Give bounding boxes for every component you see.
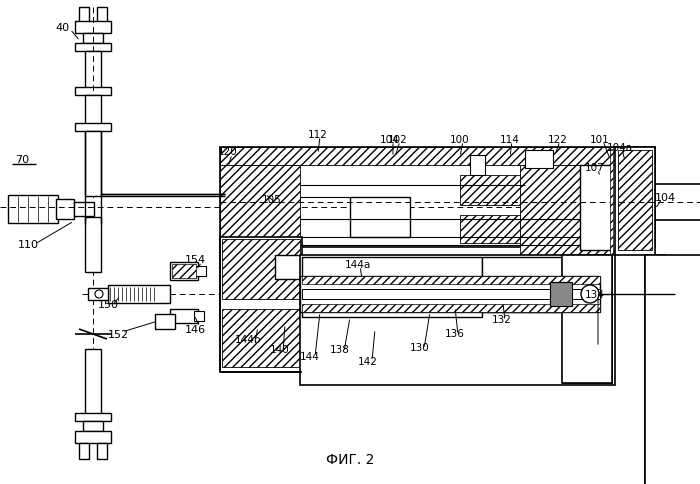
- Text: 104: 104: [380, 135, 400, 145]
- Bar: [580, 166, 620, 251]
- Bar: [645, 256, 700, 484]
- Text: 112: 112: [308, 130, 328, 140]
- Text: 130: 130: [410, 342, 430, 352]
- Text: 152: 152: [107, 329, 129, 339]
- Text: 104a: 104a: [607, 143, 633, 152]
- Bar: [172, 264, 196, 278]
- Text: ФИГ. 2: ФИГ. 2: [326, 452, 374, 466]
- Bar: [75, 413, 111, 421]
- Bar: [645, 256, 665, 484]
- Text: 144: 144: [300, 351, 320, 361]
- Bar: [300, 256, 615, 385]
- Bar: [83, 421, 103, 431]
- Bar: [155, 314, 175, 329]
- Bar: [302, 304, 600, 312]
- Bar: [350, 197, 410, 238]
- Circle shape: [581, 286, 599, 303]
- Bar: [220, 148, 655, 247]
- Text: 101: 101: [590, 135, 610, 145]
- Bar: [350, 197, 410, 238]
- Text: 146: 146: [184, 324, 206, 334]
- Text: 144b: 144b: [234, 334, 261, 344]
- Bar: [85, 52, 101, 90]
- Bar: [525, 151, 553, 168]
- Text: 100: 100: [450, 135, 470, 145]
- Bar: [302, 289, 600, 300]
- Text: 132: 132: [492, 314, 512, 324]
- Text: 142: 142: [358, 356, 378, 366]
- Text: 102: 102: [388, 135, 408, 145]
- Bar: [75, 22, 111, 34]
- Bar: [85, 349, 101, 414]
- Bar: [220, 238, 302, 372]
- Text: 40: 40: [55, 23, 69, 33]
- Text: 134: 134: [585, 289, 605, 300]
- Bar: [482, 257, 562, 312]
- Bar: [302, 257, 482, 318]
- Bar: [194, 267, 206, 276]
- Bar: [550, 283, 572, 306]
- Bar: [194, 311, 204, 321]
- Text: 105: 105: [262, 195, 282, 205]
- Bar: [525, 151, 553, 168]
- Text: 150: 150: [97, 300, 118, 309]
- Bar: [170, 262, 198, 280]
- Bar: [482, 257, 562, 312]
- Bar: [300, 276, 600, 312]
- Bar: [88, 288, 108, 301]
- Bar: [97, 443, 107, 459]
- Bar: [75, 88, 111, 96]
- Bar: [470, 156, 485, 176]
- Bar: [562, 256, 612, 383]
- Bar: [220, 148, 655, 166]
- Text: 114: 114: [500, 135, 520, 145]
- Bar: [75, 44, 111, 52]
- Bar: [170, 309, 198, 323]
- Bar: [75, 124, 111, 132]
- Bar: [222, 309, 300, 367]
- Text: 154: 154: [184, 255, 206, 264]
- Bar: [75, 431, 111, 443]
- Bar: [79, 8, 89, 24]
- Bar: [655, 184, 700, 221]
- Bar: [83, 34, 103, 44]
- Bar: [302, 257, 482, 318]
- Bar: [108, 286, 170, 303]
- Bar: [580, 166, 620, 251]
- Bar: [460, 176, 520, 206]
- Bar: [618, 151, 652, 251]
- Bar: [520, 166, 615, 256]
- Text: 136: 136: [445, 328, 465, 338]
- Bar: [220, 166, 300, 245]
- Text: 122: 122: [548, 135, 568, 145]
- Bar: [8, 196, 58, 224]
- Text: 107: 107: [585, 163, 605, 173]
- Bar: [275, 256, 302, 279]
- Bar: [615, 148, 655, 256]
- Bar: [85, 96, 101, 126]
- Text: 110: 110: [18, 240, 38, 249]
- Bar: [56, 199, 74, 220]
- Bar: [562, 256, 612, 383]
- Bar: [460, 215, 520, 243]
- Bar: [302, 276, 600, 285]
- Bar: [97, 8, 107, 24]
- Bar: [85, 217, 101, 272]
- Bar: [85, 132, 101, 197]
- Bar: [222, 240, 300, 300]
- Bar: [79, 443, 89, 459]
- Text: 138: 138: [330, 344, 350, 354]
- Text: 70: 70: [15, 155, 29, 165]
- Circle shape: [95, 290, 103, 298]
- Text: 144a: 144a: [345, 259, 371, 270]
- Bar: [610, 150, 613, 255]
- Text: 120: 120: [218, 147, 238, 157]
- Text: 140: 140: [270, 344, 290, 354]
- Text: 104: 104: [654, 193, 675, 203]
- Bar: [74, 203, 94, 216]
